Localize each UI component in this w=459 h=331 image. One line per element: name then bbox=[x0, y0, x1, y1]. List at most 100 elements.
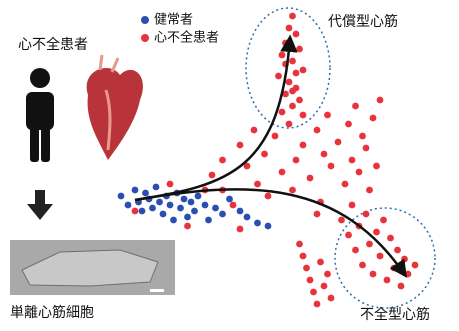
data-point bbox=[293, 70, 300, 77]
data-point bbox=[303, 265, 310, 272]
data-point bbox=[265, 193, 272, 200]
data-point bbox=[226, 196, 233, 203]
data-point bbox=[324, 112, 331, 119]
data-point bbox=[352, 103, 359, 110]
data-point bbox=[300, 112, 307, 119]
data-point bbox=[230, 202, 237, 209]
group-label: 心不全患者 bbox=[18, 36, 88, 53]
data-point bbox=[286, 79, 293, 86]
data-point bbox=[317, 259, 324, 266]
data-point bbox=[356, 169, 363, 176]
data-point bbox=[401, 256, 408, 263]
legend-marker bbox=[141, 34, 149, 42]
data-point bbox=[219, 157, 226, 164]
data-point bbox=[314, 127, 321, 134]
data-point bbox=[205, 217, 212, 224]
data-point bbox=[191, 208, 198, 215]
data-point bbox=[244, 214, 251, 221]
data-point bbox=[289, 88, 296, 95]
data-point bbox=[377, 97, 384, 104]
data-point bbox=[286, 121, 293, 128]
data-point bbox=[289, 58, 296, 65]
data-point bbox=[289, 103, 296, 110]
data-point bbox=[237, 142, 244, 149]
data-point bbox=[335, 139, 342, 146]
data-point bbox=[167, 181, 174, 188]
cell-micrograph bbox=[10, 240, 175, 295]
data-point bbox=[272, 133, 279, 140]
data-point bbox=[384, 277, 391, 284]
data-point bbox=[254, 220, 261, 227]
data-point bbox=[349, 157, 356, 164]
data-point bbox=[265, 223, 272, 230]
legend-marker bbox=[141, 16, 149, 24]
data-point bbox=[125, 202, 132, 209]
data-point bbox=[139, 208, 146, 215]
heart-image bbox=[87, 55, 143, 160]
data-point bbox=[314, 211, 321, 218]
data-point bbox=[349, 202, 356, 209]
data-point bbox=[296, 241, 303, 248]
legend-label: 健常者 bbox=[154, 13, 193, 28]
data-point bbox=[293, 157, 300, 164]
data-point bbox=[345, 121, 352, 128]
data-point bbox=[188, 199, 195, 206]
data-point bbox=[307, 277, 314, 284]
data-point bbox=[300, 67, 307, 74]
data-point bbox=[181, 196, 188, 203]
data-point bbox=[156, 199, 163, 206]
data-point bbox=[370, 271, 377, 278]
image-label: 単離心筋細胞 bbox=[10, 304, 94, 321]
data-point bbox=[212, 205, 219, 212]
data-point bbox=[279, 169, 286, 176]
down-arrow bbox=[27, 190, 53, 220]
data-point bbox=[321, 151, 328, 158]
data-point bbox=[352, 247, 359, 254]
data-point bbox=[359, 133, 366, 140]
data-point bbox=[219, 211, 226, 218]
data-point bbox=[345, 232, 352, 239]
trajectory-arrow bbox=[135, 189, 405, 275]
page: {"chart_data": {"type": "scatter", "anno… bbox=[0, 0, 459, 327]
data-point bbox=[209, 172, 216, 179]
data-point bbox=[366, 187, 373, 194]
data-point bbox=[359, 262, 366, 269]
data-point bbox=[254, 181, 261, 188]
data-point bbox=[149, 205, 156, 212]
data-point bbox=[412, 262, 419, 269]
data-point bbox=[387, 235, 394, 242]
data-point bbox=[132, 208, 139, 215]
data-point bbox=[279, 52, 286, 59]
data-point bbox=[184, 223, 191, 230]
data-point bbox=[310, 289, 317, 296]
data-point bbox=[195, 193, 202, 200]
data-point bbox=[373, 163, 380, 170]
data-point bbox=[342, 181, 349, 188]
data-point bbox=[251, 127, 258, 134]
figure: 心不全患者 代償型心筋 不全型心筋 単離心筋細胞 健常者心不全患者 bbox=[0, 0, 459, 327]
region-label: 不全型心筋 bbox=[360, 306, 430, 323]
data-point bbox=[289, 13, 296, 20]
data-point bbox=[177, 205, 184, 212]
person-icon bbox=[26, 68, 54, 162]
data-point bbox=[391, 265, 398, 272]
data-point bbox=[373, 229, 380, 236]
data-point bbox=[363, 145, 370, 152]
data-point bbox=[118, 193, 125, 200]
data-point bbox=[293, 31, 300, 38]
data-point bbox=[237, 208, 244, 215]
data-point bbox=[321, 283, 328, 290]
data-point bbox=[370, 115, 377, 122]
data-point bbox=[237, 226, 244, 233]
region-label: 代償型心筋 bbox=[328, 13, 398, 30]
data-point bbox=[394, 247, 401, 254]
data-point bbox=[202, 202, 209, 209]
data-point bbox=[328, 295, 335, 302]
data-point bbox=[338, 217, 345, 224]
data-point bbox=[184, 214, 191, 221]
data-point bbox=[324, 271, 331, 278]
data-point bbox=[275, 73, 282, 80]
data-point bbox=[279, 109, 286, 116]
data-point bbox=[314, 301, 321, 308]
